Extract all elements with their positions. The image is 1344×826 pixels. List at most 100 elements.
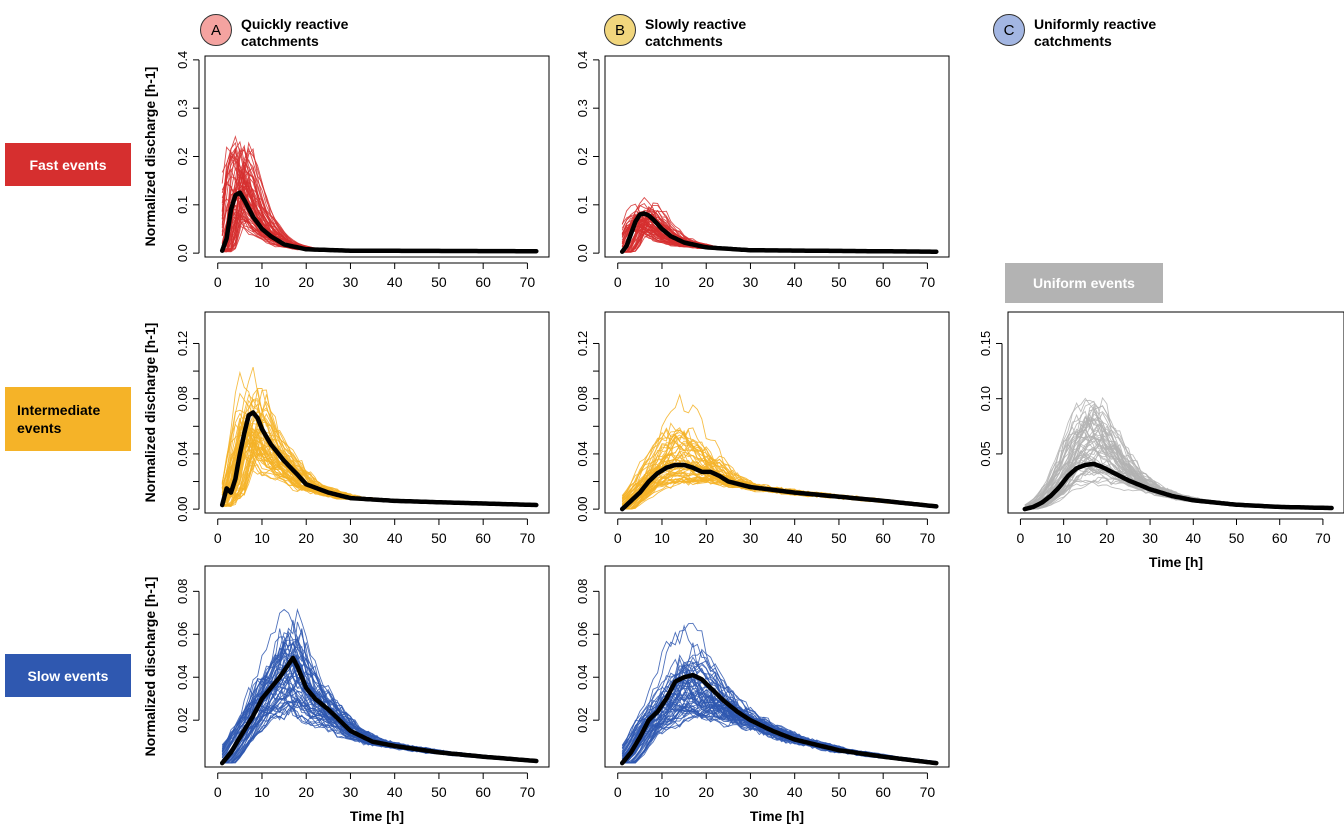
column-b-title: Slowly reactive catchments [645,16,747,49]
y-tick-label: 0.2 [575,147,590,165]
x-tick-label: 30 [743,784,759,800]
mean-line [219,655,539,766]
x-tick-label: 40 [387,530,403,546]
y-axis-label: Normalized discharge [h-1] [142,323,158,503]
ensemble-line [221,688,537,764]
x-tick-label: 60 [475,274,491,290]
x-tick-label: 10 [654,530,670,546]
chart-panel-B-intermediate: 0 10 20 30 40 50 60 70 0.00 0.04 0.08 0.12 [575,311,950,546]
x-tick-label: 60 [875,530,891,546]
x-axis-label: Time [h] [750,808,804,824]
x-tick-label: 50 [831,784,847,800]
y-tick-label: 0.05 [978,441,993,466]
y-tick-label: 0.04 [575,665,590,690]
x-tick-label: 10 [654,274,670,290]
plot-frame [204,55,550,258]
ensemble-line [621,479,937,510]
x-tick-label: 20 [698,530,714,546]
x-tick-label: 10 [254,784,270,800]
x-tick-label: 60 [1272,530,1288,546]
column-b-badge: B [604,14,636,46]
ensemble-lines [1024,396,1332,510]
ensemble-lines [621,196,937,253]
x-tick-label: 20 [298,784,314,800]
y-tick-label: 0.02 [175,708,190,733]
chart-panel-C-uniform: 0 10 20 30 40 50 60 70 0.05 0.10 0.15 Time [h] [978,311,1344,570]
x-tick-label: 50 [831,530,847,546]
x-tick-label: 70 [520,530,536,546]
x-tick-label: 40 [787,784,803,800]
x-tick-label: 30 [743,274,759,290]
x-tick-label: 0 [214,274,222,290]
plot-frame [204,565,550,768]
plot-frame [1007,311,1344,514]
mean-line [619,211,939,254]
x-tick-label: 0 [214,784,222,800]
ensemble-line [622,656,937,764]
x-tick-label: 20 [698,274,714,290]
x-tick-label: 70 [920,530,936,546]
y-tick-label: 0.4 [575,51,590,69]
x-tick-label: 50 [431,530,447,546]
column-header-b: B Slowly reactive catchments [604,14,815,50]
y-axis-label: Normalized discharge [h-1] [142,577,158,757]
column-header-c: C Uniformly reactive catchments [993,14,1204,50]
mean-line [619,462,939,512]
y-tick-label: 0.12 [575,331,590,356]
y-tick-label: 0.1 [175,196,190,214]
chart-panel-A-fast: 0 10 20 30 40 50 60 70 0.0 0.1 0.2 0.3 0.4 Normalized… [142,51,550,290]
x-tick-label: 50 [431,274,447,290]
mean-line [219,410,539,508]
x-tick-label: 60 [875,274,891,290]
x-tick-label: 70 [520,274,536,290]
y-tick-label: 0.08 [575,579,590,604]
x-tick-label: 40 [387,784,403,800]
y-tick-label: 0.04 [575,441,590,466]
x-tick-label: 10 [254,274,270,290]
y-axis-label: Normalized discharge [h-1] [142,67,158,247]
x-tick-label: 10 [1056,530,1072,546]
y-tick-label: 0.15 [978,331,993,356]
x-tick-label: 40 [787,274,803,290]
x-axis-label: Time [h] [1149,554,1203,570]
column-c-title: Uniformly reactive catchments [1034,16,1157,49]
y-tick-label: 0.3 [175,99,190,117]
y-tick-label: 0.3 [575,99,590,117]
y-tick-label: 0.00 [175,496,190,521]
y-tick-label: 0.0 [175,244,190,262]
x-tick-label: 50 [1229,530,1245,546]
ensemble-lines [221,366,537,507]
x-tick-label: 20 [298,274,314,290]
y-tick-label: 0.04 [175,441,190,466]
x-tick-label: 60 [475,530,491,546]
x-tick-label: 30 [343,274,359,290]
x-tick-label: 40 [387,274,403,290]
x-tick-label: 10 [654,784,670,800]
column-header-a: A Quickly reactive catchments [200,14,411,50]
y-tick-label: 0.1 [575,196,590,214]
ensemble-lines [621,622,937,764]
x-tick-label: 0 [614,274,622,290]
x-tick-label: 10 [254,530,270,546]
chart-panel-A-intermediate: 0 10 20 30 40 50 60 70 0.00 0.04 0.08 0.12 Normalize… [142,311,550,546]
y-tick-label: 0.04 [175,665,190,690]
x-axis-label: Time [h] [350,808,404,824]
x-tick-label: 0 [614,784,622,800]
y-tick-label: 0.0 [575,244,590,262]
y-tick-label: 0.06 [575,622,590,647]
x-tick-label: 50 [831,274,847,290]
plot-frame [604,311,950,514]
plot-frame [604,565,950,768]
chart-panel-B-slow: 0 10 20 30 40 50 60 70 0.02 0.04 0.06 0.08 Time [h] [575,565,950,824]
y-tick-label: 0.12 [175,331,190,356]
x-tick-label: 70 [920,784,936,800]
x-tick-label: 70 [520,784,536,800]
y-tick-label: 0.2 [175,147,190,165]
row-label-uniform: Uniform events [1005,263,1163,303]
row-label-slow: Slow events [5,654,131,697]
mean-line [219,190,539,254]
x-tick-label: 40 [787,530,803,546]
column-a-badge: A [200,14,232,46]
y-tick-label: 0.00 [575,496,590,521]
plot-frame [604,55,950,258]
